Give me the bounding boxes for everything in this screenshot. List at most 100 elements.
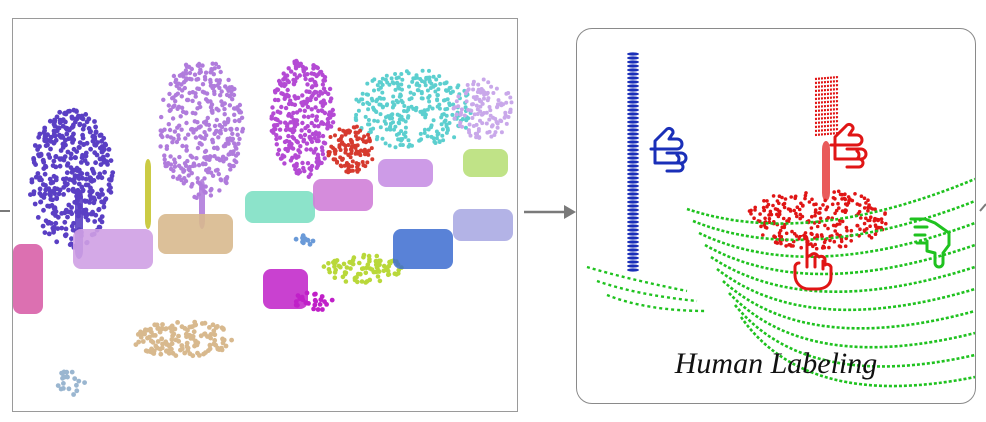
label-point-row [814,99,840,105]
object-segment [263,269,308,309]
pole-point [627,112,639,116]
label-point-row [814,83,840,89]
object-segment [145,159,151,229]
pole-point [627,196,639,200]
point-cluster [293,233,316,247]
pole-point [627,168,639,172]
pole-point [627,136,639,140]
pole-point [627,152,639,156]
label-point-row [814,127,840,133]
pole-point [627,200,639,204]
pole-point [627,64,639,68]
label-point-row [814,75,840,81]
pole-point [627,248,639,252]
labeled-point-cloud [586,52,975,388]
pole-point [627,116,639,120]
label-point-row [814,115,840,121]
pole-point [627,236,639,240]
pole-point [627,216,639,220]
pole-point [627,124,639,128]
pointing-hand-icon [649,126,688,173]
pole-point [627,164,639,168]
pole-point [627,72,639,76]
pole-point [627,100,639,104]
flow-arrow [524,205,576,219]
pole-point [627,88,639,92]
object-segment [13,244,43,314]
ground-ring [686,177,975,225]
pole-point [627,176,639,180]
point-cluster [451,77,514,140]
point-cluster [55,369,87,397]
object-segment [158,214,233,254]
pole-point [627,224,639,228]
pole-point [627,208,639,212]
ground-ring [606,293,708,313]
ground-ring [716,267,975,312]
ground-ring [710,255,975,293]
ground-ring [704,243,975,276]
ground-ring [733,304,975,368]
label-point-row [814,103,840,109]
pole-point [627,96,639,100]
object-segment [393,229,453,269]
pole-point [627,172,639,176]
object-segment [453,209,513,241]
pole-point [627,232,639,236]
pole-point [627,264,639,268]
pole-point [627,128,639,132]
ground-ring [692,199,975,242]
pole-point [627,148,639,152]
pole-point [627,80,639,84]
right-edge-arrow [979,203,986,212]
label-point-row [814,87,840,93]
pole-point [627,268,639,272]
pole-point [627,84,639,88]
pole-point [627,228,639,232]
point-cluster [293,290,335,312]
object-segment [822,141,830,201]
ground-ring [586,265,688,293]
pole-point [627,108,639,112]
pole-point [627,120,639,124]
label-point-row [814,107,840,113]
pole-point [627,160,639,164]
pole-point [627,76,639,80]
pole-point [627,256,639,260]
pole-point [627,260,639,264]
pole-point [627,156,639,160]
pole-point [627,204,639,208]
point-cluster [326,124,375,175]
left-edge-arrow [0,210,10,212]
pole-point [627,188,639,192]
pole-point [627,240,639,244]
point-cluster [133,319,235,359]
pole-point [627,180,639,184]
point-cloud-segments [13,58,514,397]
pointing-hand-icon [829,122,868,169]
segmented-point-cloud-panel [12,18,518,412]
pointing-hand-icon [909,217,951,269]
ground-ring [722,280,975,330]
point-cluster [321,252,404,285]
object-segment [73,229,153,269]
label-point-row [814,111,840,117]
label-point-row [814,95,840,101]
pole-point [627,184,639,188]
pole-point [627,68,639,72]
object-segment [313,179,373,211]
point-cluster [353,68,473,150]
pole-point [627,220,639,224]
pole-point [627,144,639,148]
pole-point [627,56,639,60]
label-point-row [814,119,840,125]
pole-point [627,60,639,64]
pole-point [627,192,639,196]
ground-ring [739,316,975,388]
human-labeling-panel: Human Labeling [576,28,976,404]
object-segment [378,159,433,187]
panel-caption: Human Labeling [674,347,878,380]
point-cluster [269,58,336,179]
label-point-row [814,91,840,97]
object-segment [245,191,315,223]
